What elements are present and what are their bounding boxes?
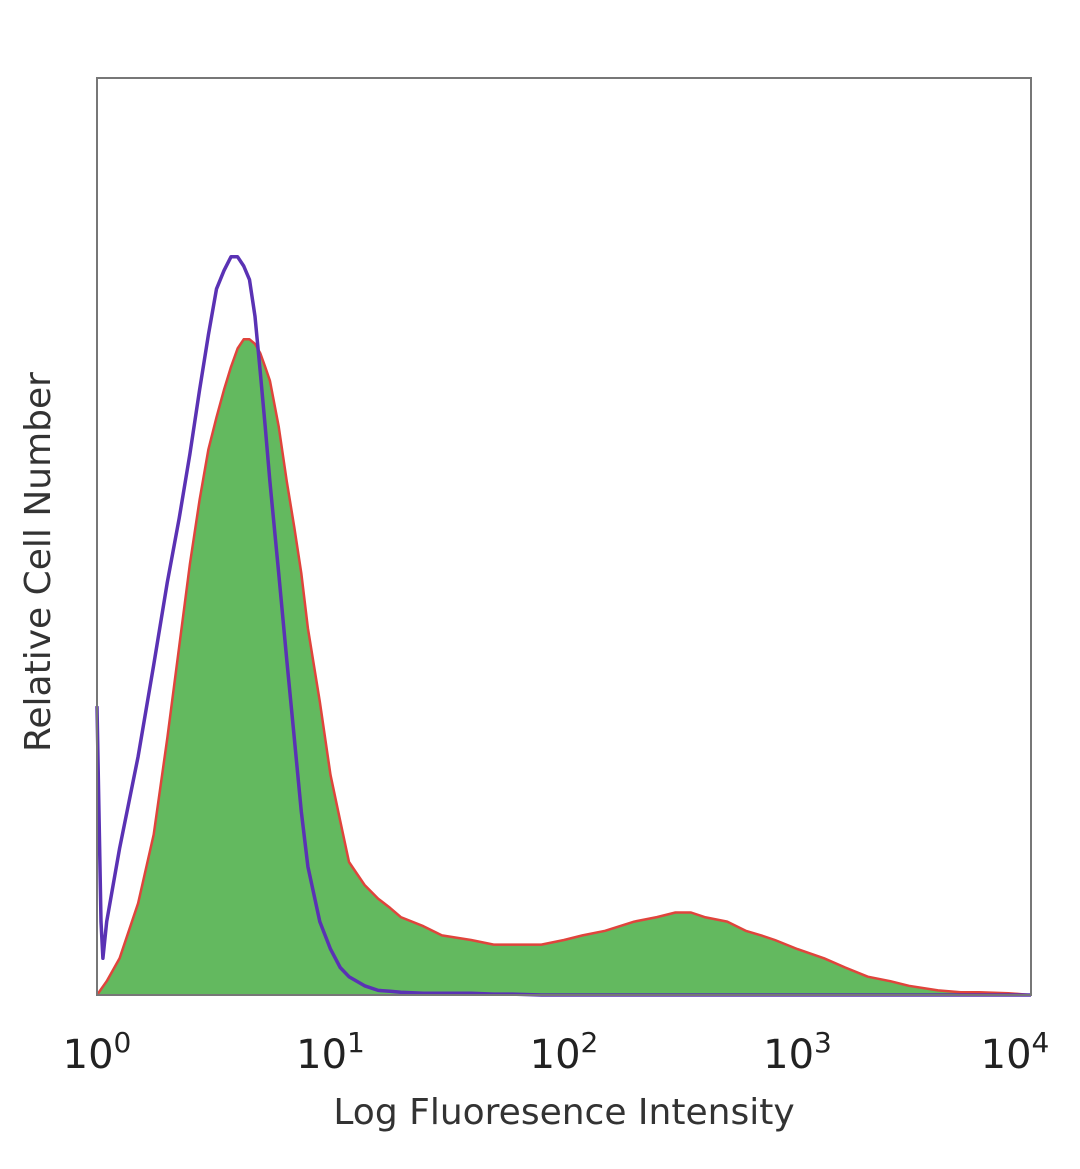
- plot-frame: [96, 77, 1032, 996]
- series-0-line: [95, 338, 1032, 997]
- x-tick-label: 101: [296, 1026, 365, 1078]
- x-tick-label: 100: [63, 1026, 132, 1078]
- series-1-line: [95, 255, 1031, 997]
- y-axis-label: Relative Cell Number: [18, 372, 59, 752]
- x-tick-labels: 100 101 102 103 104: [63, 1026, 1050, 1078]
- x-tick-label: 103: [763, 1026, 832, 1078]
- series-layer: [95, 255, 1032, 997]
- x-tick-label: 104: [981, 1026, 1050, 1078]
- x-tick-label: 102: [530, 1026, 599, 1078]
- series-0-fill: [97, 339, 1031, 995]
- x-axis-label: Log Fluoresence Intensity: [333, 1092, 794, 1133]
